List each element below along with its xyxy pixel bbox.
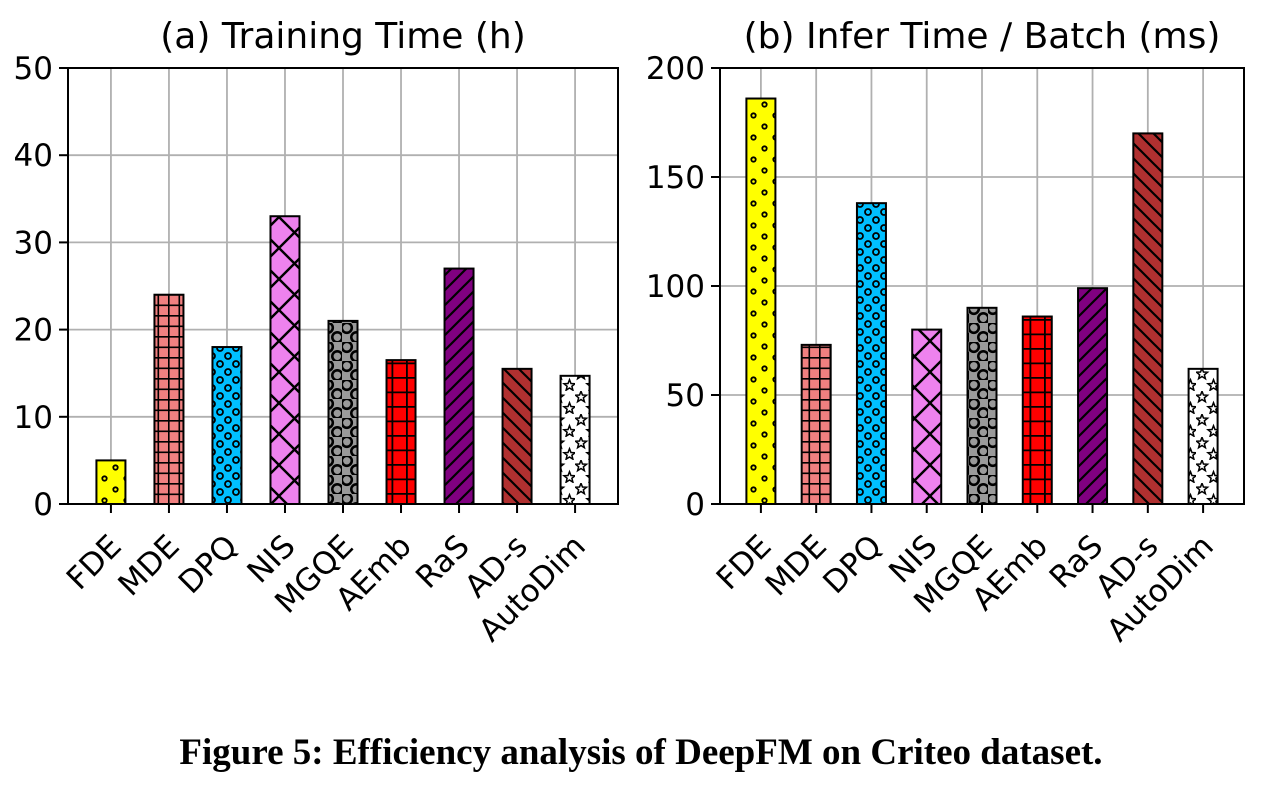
bar-NIS <box>269 215 301 506</box>
y-tick-label: 50 <box>666 378 705 414</box>
bar-FDE <box>745 97 777 506</box>
chart-b: 050100150200FDEMDEDPQNISMGQEAEmbRaSAD-sA… <box>646 16 1245 649</box>
y-tick-label: 0 <box>685 487 705 523</box>
chart-a: 01020304050FDEMDEDPQNISMGQEAEmbRaSAD-sAu… <box>14 16 619 649</box>
bar-AD-s <box>501 367 533 505</box>
chart-title: (a) Training Time (h) <box>160 16 526 57</box>
chart-title: (b) Infer Time / Batch (ms) <box>744 16 1221 57</box>
bar-AEmb <box>1021 315 1053 505</box>
y-tick-label: 10 <box>14 400 53 436</box>
figure-caption: Figure 5: Efficiency analysis of DeepFM … <box>179 732 1103 773</box>
bar-NIS <box>911 328 943 505</box>
x-tick-label: MDE <box>111 528 186 603</box>
bar-FDE <box>95 459 127 505</box>
figure-svg: 01020304050FDEMDEDPQNISMGQEAEmbRaSAD-sAu… <box>14 16 1245 649</box>
bar-RaS <box>1077 287 1109 505</box>
y-tick-label: 20 <box>14 313 53 349</box>
x-tick-label: DPQ <box>172 528 245 601</box>
bar-DPQ <box>855 202 887 505</box>
x-tick-label: DPQ <box>816 528 889 601</box>
bar-MDE <box>153 293 185 505</box>
bar-AutoDim <box>1187 367 1219 505</box>
y-tick-label: 50 <box>14 51 53 87</box>
x-tick-label: FDE <box>60 528 129 597</box>
x-tick-label: MDE <box>759 528 834 603</box>
y-tick-label: 30 <box>14 225 53 261</box>
y-tick-label: 200 <box>646 51 705 87</box>
bar-MDE <box>800 343 832 505</box>
y-tick-label: 150 <box>646 160 705 196</box>
bar-DPQ <box>211 346 243 506</box>
bar-AutoDim <box>559 374 591 506</box>
bar-RaS <box>443 267 475 505</box>
y-tick-label: 100 <box>646 269 705 305</box>
bar-AEmb <box>385 359 417 505</box>
bar-AD-s <box>1132 132 1164 505</box>
bar-MGQE <box>327 319 359 505</box>
y-tick-label: 0 <box>33 487 53 523</box>
y-tick-label: 40 <box>14 138 53 174</box>
bar-MGQE <box>966 306 998 505</box>
